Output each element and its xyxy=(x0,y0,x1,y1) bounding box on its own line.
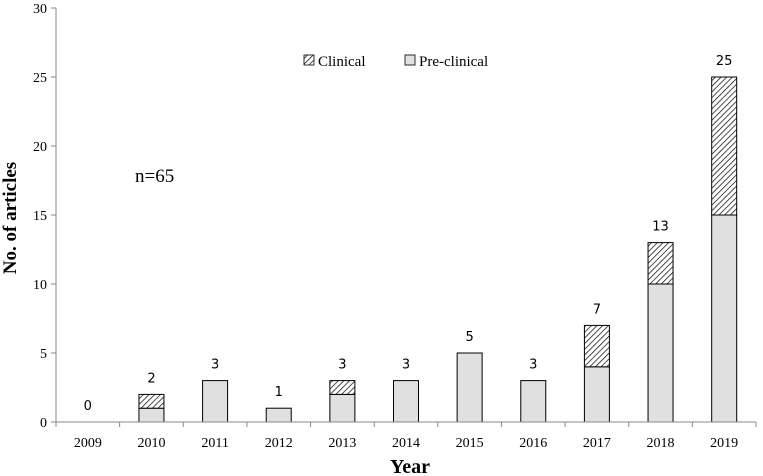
bar-clinical-2018 xyxy=(647,242,674,285)
total-label-2014: 3 xyxy=(402,358,410,373)
bar-pre-clinical-2019 xyxy=(711,214,738,423)
x-tick-label-2014: 2014 xyxy=(392,436,420,451)
total-label-2012: 1 xyxy=(275,385,283,400)
total-label-2016: 3 xyxy=(529,358,537,373)
y-tick-label-15: 15 xyxy=(33,209,47,224)
y-tick-label-30: 30 xyxy=(33,2,47,17)
y-tick-label-5: 5 xyxy=(40,347,47,362)
x-tick-label-2015: 2015 xyxy=(456,436,484,451)
total-label-2009: 0 xyxy=(84,399,92,414)
bar-clinical-2010 xyxy=(138,393,165,409)
bar-clinical-2017 xyxy=(583,324,610,368)
y-tick-label-0: 0 xyxy=(40,416,47,431)
bar-pre-clinical-2013 xyxy=(329,393,356,423)
y-tick-label-20: 20 xyxy=(33,140,47,155)
x-tick-label-2010: 2010 xyxy=(137,436,165,451)
bar-pre-clinical-2017 xyxy=(583,366,610,423)
x-tick-label-2016: 2016 xyxy=(519,436,547,451)
bar-pre-clinical-2014 xyxy=(393,380,419,423)
total-label-2013: 3 xyxy=(338,358,346,373)
x-tick-label-2019: 2019 xyxy=(710,436,738,451)
total-label-2011: 3 xyxy=(211,358,219,373)
legend-swatch-clinical xyxy=(303,54,315,66)
y-tick-label-10: 10 xyxy=(33,278,47,293)
total-label-2018: 13 xyxy=(652,220,669,235)
legend-swatch-pre-clinical xyxy=(404,54,416,66)
bars-layer xyxy=(138,76,738,423)
total-label-2010: 2 xyxy=(147,371,155,386)
x-tick-label-2009: 2009 xyxy=(74,436,102,451)
x-tick-label-2018: 2018 xyxy=(647,436,675,451)
y-tick-label-25: 25 xyxy=(33,71,47,86)
x-tick-label-2013: 2013 xyxy=(328,436,356,451)
bar-pre-clinical-2018 xyxy=(647,283,674,423)
x-tick-label-2017: 2017 xyxy=(583,436,611,451)
y-axis-title: No. of articles xyxy=(0,162,21,274)
x-tick-label-2011: 2011 xyxy=(201,436,228,451)
total-label-2015: 5 xyxy=(465,330,473,345)
legend-label-pre-clinical: Pre-clinical xyxy=(419,54,488,70)
bar-pre-clinical-2015 xyxy=(456,352,483,423)
legend-label-clinical: Clinical xyxy=(318,54,366,70)
axes-layer: 2009 2010 2011 2012 2013 2014 2015 2016 2017 2018… xyxy=(33,2,757,451)
bar-pre-clinical-2016 xyxy=(520,380,547,423)
bar-pre-clinical-2011 xyxy=(202,380,229,423)
legend: Clinical Pre-clinical xyxy=(303,54,488,70)
x-axis-title: Year xyxy=(390,456,430,476)
x-tick-label-2012: 2012 xyxy=(265,436,293,451)
bar-clinical-2019 xyxy=(711,76,738,216)
bar-clinical-2013 xyxy=(329,380,356,395)
total-label-2017: 7 xyxy=(593,302,601,317)
sample-size-annotation: n=65 xyxy=(135,166,174,187)
bar-pre-clinical-2010 xyxy=(138,407,165,423)
bar-pre-clinical-2012 xyxy=(265,407,292,423)
total-label-2019: 25 xyxy=(716,54,733,69)
